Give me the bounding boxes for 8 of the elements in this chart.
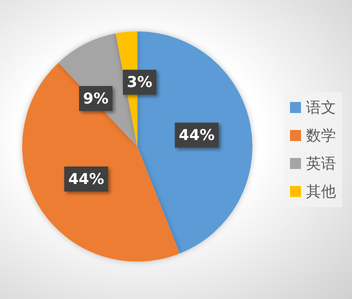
legend-label: 数学 xyxy=(306,126,336,144)
data-label: 44% xyxy=(178,126,215,144)
data-label: 3% xyxy=(126,73,152,92)
legend-label: 其他 xyxy=(306,182,336,200)
legend-label: 英语 xyxy=(306,154,336,172)
data-label: 9% xyxy=(83,90,109,108)
data-label: 44% xyxy=(68,170,104,188)
legend-label: 语文 xyxy=(306,98,336,116)
